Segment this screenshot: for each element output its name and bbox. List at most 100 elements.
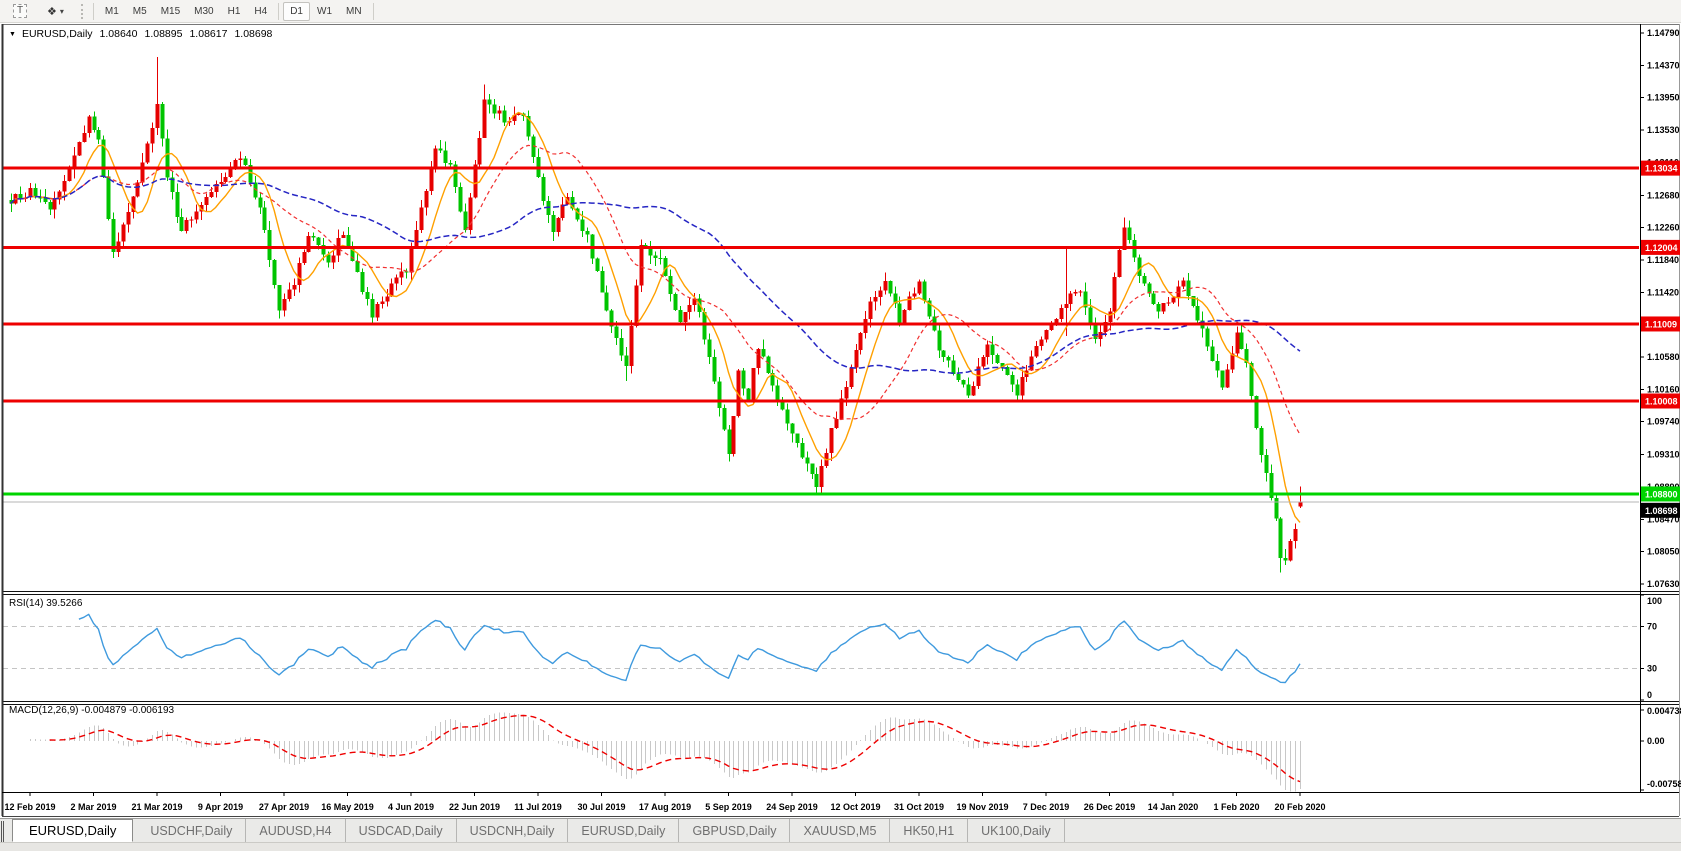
ohlc-low-value: 1.08617: [189, 28, 228, 40]
svg-text:9 Apr 2019: 9 Apr 2019: [198, 802, 243, 812]
status-bar: [0, 842, 1681, 851]
chart-symbol-label: EURUSD,Daily: [21, 28, 93, 40]
tab-eurusd-daily-2[interactable]: EURUSD,Daily: [568, 819, 680, 842]
timeframe-h4-button[interactable]: H4: [247, 2, 274, 21]
svg-text:1.12004: 1.12004: [1645, 243, 1678, 253]
svg-text:1.08470: 1.08470: [1647, 514, 1680, 524]
timeframe-m15-button[interactable]: M15: [154, 2, 187, 21]
timeframe-d1-button[interactable]: D1: [283, 1, 310, 21]
svg-text:1.08050: 1.08050: [1647, 547, 1680, 557]
tab-xauusd-m5[interactable]: XAUUSD,M5: [790, 819, 891, 842]
timeframe-m5-button[interactable]: M5: [126, 2, 154, 21]
tab-usdchf-daily[interactable]: USDCHF,Daily: [137, 819, 247, 842]
text-tool-icon: T: [13, 4, 27, 18]
dropdown-caret-icon: ▾: [59, 6, 64, 16]
svg-text:100: 100: [1647, 596, 1662, 606]
svg-text:2 Mar 2019: 2 Mar 2019: [71, 802, 117, 812]
tab-label: GBPUSD,Daily: [692, 823, 777, 838]
svg-text:11 Jul 2019: 11 Jul 2019: [514, 802, 562, 812]
svg-text:1.14370: 1.14370: [1647, 60, 1680, 70]
moving-averages-layer: [9, 111, 1301, 523]
arrange-windows-icon: ❖: [47, 5, 57, 18]
tab-label: UK100,Daily: [981, 823, 1051, 838]
svg-text:12 Feb 2019: 12 Feb 2019: [5, 802, 56, 812]
ma-fast-line: [10, 111, 1301, 523]
horizontal-levels-layer: [3, 166, 1639, 503]
tab-label: USDCNH,Daily: [469, 823, 555, 838]
chart-window: 1.147901.143701.139501.135301.131101.126…: [0, 24, 1681, 818]
toolbar-separator: [92, 2, 94, 20]
svg-text:1.09740: 1.09740: [1647, 417, 1680, 427]
svg-text:1.14790: 1.14790: [1647, 28, 1680, 38]
svg-text:21 Mar 2019: 21 Mar 2019: [132, 802, 183, 812]
tab-hk50-h1[interactable]: HK50,H1: [890, 819, 969, 842]
ohlc-open-value: 1.08640: [99, 28, 138, 40]
main-toolbar: T ❖ ▾ M1 M5 M15 M30 H1 H4 D1 W1 MN: [0, 0, 1681, 23]
svg-text:1.11840: 1.11840: [1647, 255, 1679, 265]
svg-text:4 Jun 2019: 4 Jun 2019: [388, 802, 434, 812]
svg-text:1.13950: 1.13950: [1647, 93, 1680, 103]
tab-label: AUDUSD,H4: [259, 823, 332, 838]
svg-text:5 Sep 2019: 5 Sep 2019: [705, 802, 752, 812]
svg-text:12 Oct 2019: 12 Oct 2019: [830, 802, 880, 812]
svg-text:27 Apr 2019: 27 Apr 2019: [259, 802, 309, 812]
rsi-indicator-label: RSI(14) 39.5266: [9, 598, 83, 609]
svg-text:1.13034: 1.13034: [1645, 164, 1678, 174]
tab-usdcnh-daily[interactable]: USDCNH,Daily: [457, 819, 569, 842]
rsi-line: [78, 613, 1301, 684]
svg-text:30: 30: [1647, 664, 1657, 674]
timeframe-m30-button[interactable]: M30: [187, 2, 220, 21]
svg-text:0.004738: 0.004738: [1647, 706, 1681, 716]
arrange-windows-button[interactable]: ❖ ▾: [40, 2, 71, 21]
tab-label: EURUSD,Daily: [29, 823, 117, 838]
svg-text:16 May 2019: 16 May 2019: [321, 802, 374, 812]
price-chart-canvas[interactable]: 1.147901.143701.139501.135301.131101.126…: [0, 24, 1681, 818]
svg-text:1.08800: 1.08800: [1645, 489, 1678, 499]
text-tool-button[interactable]: T: [6, 2, 34, 21]
svg-text:31 Oct 2019: 31 Oct 2019: [894, 802, 944, 812]
ma-mid-line: [10, 144, 1301, 435]
svg-text:7 Dec 2019: 7 Dec 2019: [1023, 802, 1070, 812]
svg-text:-0.00758: -0.00758: [1647, 779, 1681, 789]
macd-axis: 0.004738 0.00 -0.00758: [1640, 706, 1681, 791]
svg-text:17 Aug 2019: 17 Aug 2019: [639, 802, 691, 812]
ohlc-high-value: 1.08895: [144, 28, 183, 40]
svg-text:26 Dec 2019: 26 Dec 2019: [1084, 802, 1136, 812]
collapse-arrow-icon: ▼: [9, 30, 16, 38]
ma-slow-line: [9, 175, 1301, 374]
toolbar-grip: [80, 3, 84, 19]
tab-audusd-h4[interactable]: AUDUSD,H4: [246, 819, 346, 842]
time-axis: 12 Feb 2019 2 Mar 2019 21 Mar 2019 9 Apr 20…: [5, 793, 1326, 812]
tabbar-grip: [1, 821, 10, 842]
rsi-layer: [3, 613, 1638, 684]
rsi-axis: 100 70 30 0: [1640, 594, 1662, 701]
price-axis: 1.147901.143701.139501.135301.131101.126…: [1640, 28, 1680, 589]
svg-text:24 Sep 2019: 24 Sep 2019: [766, 802, 818, 812]
tab-gbpusd-daily[interactable]: GBPUSD,Daily: [679, 819, 791, 842]
tab-label: EURUSD,Daily: [581, 823, 666, 838]
timeframe-mn-button[interactable]: MN: [339, 2, 369, 21]
svg-text:1.07630: 1.07630: [1647, 579, 1680, 589]
svg-text:0.00: 0.00: [1647, 736, 1665, 746]
timeframe-m1-button[interactable]: M1: [98, 2, 126, 21]
tab-usdcad-daily[interactable]: USDCAD,Daily: [346, 819, 457, 842]
macd-signal-line: [49, 714, 1301, 783]
svg-text:1.10580: 1.10580: [1647, 352, 1680, 362]
timeframe-h1-button[interactable]: H1: [221, 2, 248, 21]
svg-text:20 Feb 2020: 20 Feb 2020: [1274, 802, 1325, 812]
tab-label: USDCHF,Daily: [150, 823, 233, 838]
timeframe-w1-button[interactable]: W1: [310, 2, 339, 21]
svg-text:1.09310: 1.09310: [1647, 450, 1680, 460]
tab-eurusd-daily-active[interactable]: EURUSD,Daily: [12, 819, 134, 842]
svg-text:19 Nov 2019: 19 Nov 2019: [956, 802, 1008, 812]
svg-text:1.11009: 1.11009: [1645, 319, 1677, 329]
svg-text:70: 70: [1647, 622, 1657, 632]
tab-label: XAUUSD,M5: [803, 823, 877, 838]
svg-text:1.12260: 1.12260: [1647, 223, 1680, 233]
svg-text:0: 0: [1647, 690, 1652, 700]
macd-layer: [30, 712, 1301, 792]
chart-tab-bar: EURUSD,Daily USDCHF,Daily AUDUSD,H4 USDC…: [0, 818, 1681, 842]
svg-text:22 Jun 2019: 22 Jun 2019: [449, 802, 500, 812]
tab-uk100-daily[interactable]: UK100,Daily: [968, 819, 1065, 842]
toolbar-separator: [372, 2, 374, 20]
